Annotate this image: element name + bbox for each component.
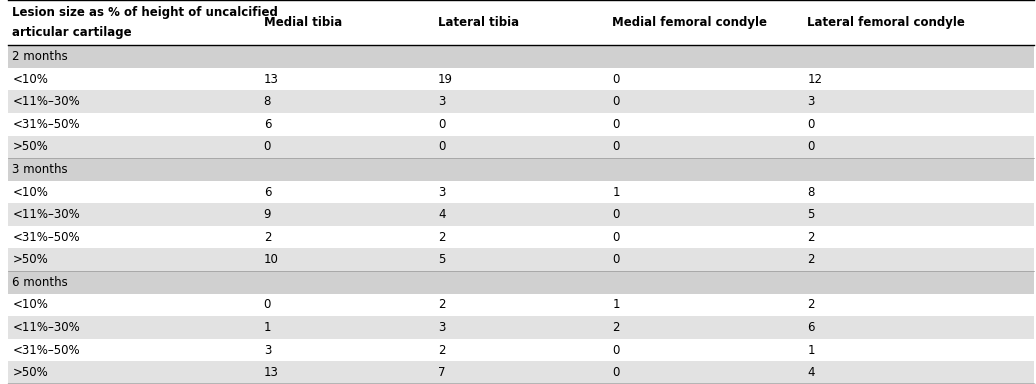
Bar bbox=[8, 158, 1034, 181]
Text: 1: 1 bbox=[612, 298, 620, 311]
Text: 5: 5 bbox=[807, 208, 814, 221]
Bar bbox=[8, 271, 1034, 294]
Bar bbox=[8, 0, 1034, 45]
Text: 6: 6 bbox=[264, 118, 271, 131]
Text: 3 months: 3 months bbox=[12, 163, 68, 176]
Text: 10: 10 bbox=[264, 253, 279, 266]
Text: 0: 0 bbox=[438, 118, 445, 131]
Text: 3: 3 bbox=[438, 185, 445, 199]
Text: 2: 2 bbox=[807, 298, 814, 311]
Text: <11%–30%: <11%–30% bbox=[12, 95, 80, 108]
Text: 13: 13 bbox=[264, 73, 279, 86]
Text: articular cartilage: articular cartilage bbox=[12, 26, 132, 39]
Text: 2: 2 bbox=[438, 298, 445, 311]
Text: 1: 1 bbox=[264, 321, 271, 334]
Text: 0: 0 bbox=[612, 366, 620, 379]
Text: 5: 5 bbox=[438, 253, 445, 266]
Text: <10%: <10% bbox=[12, 185, 49, 199]
Text: 2: 2 bbox=[438, 231, 445, 244]
Text: 12: 12 bbox=[807, 73, 823, 86]
Bar bbox=[8, 90, 1034, 113]
Bar bbox=[8, 113, 1034, 136]
Text: 0: 0 bbox=[612, 344, 620, 357]
Bar bbox=[8, 339, 1034, 361]
Bar bbox=[8, 203, 1034, 226]
Text: <31%–50%: <31%–50% bbox=[12, 344, 80, 357]
Text: 13: 13 bbox=[264, 366, 279, 379]
Text: <10%: <10% bbox=[12, 298, 49, 311]
Text: 2: 2 bbox=[612, 321, 620, 334]
Text: 0: 0 bbox=[612, 208, 620, 221]
Text: 6: 6 bbox=[264, 185, 271, 199]
Text: 2 months: 2 months bbox=[12, 50, 68, 63]
Text: Medial tibia: Medial tibia bbox=[264, 16, 342, 29]
Text: Lesion size as % of height of uncalcified: Lesion size as % of height of uncalcifie… bbox=[12, 6, 279, 19]
Text: 3: 3 bbox=[807, 95, 814, 108]
Text: 0: 0 bbox=[807, 118, 814, 131]
Text: 7: 7 bbox=[438, 366, 445, 379]
Text: 6: 6 bbox=[807, 321, 814, 334]
Text: 0: 0 bbox=[612, 118, 620, 131]
Bar bbox=[8, 361, 1034, 384]
Text: 0: 0 bbox=[807, 140, 814, 153]
Text: 0: 0 bbox=[264, 140, 271, 153]
Bar bbox=[8, 68, 1034, 90]
Bar bbox=[8, 294, 1034, 316]
Text: 0: 0 bbox=[612, 73, 620, 86]
Text: 8: 8 bbox=[807, 185, 814, 199]
Text: 0: 0 bbox=[612, 95, 620, 108]
Bar bbox=[8, 45, 1034, 68]
Bar bbox=[8, 226, 1034, 248]
Text: <11%–30%: <11%–30% bbox=[12, 321, 80, 334]
Text: 1: 1 bbox=[612, 185, 620, 199]
Text: 6 months: 6 months bbox=[12, 276, 68, 289]
Text: 2: 2 bbox=[807, 231, 814, 244]
Text: Lateral tibia: Lateral tibia bbox=[438, 16, 519, 29]
Text: 3: 3 bbox=[438, 95, 445, 108]
Text: 0: 0 bbox=[438, 140, 445, 153]
Text: 0: 0 bbox=[612, 231, 620, 244]
Text: 19: 19 bbox=[438, 73, 453, 86]
Text: 0: 0 bbox=[264, 298, 271, 311]
Text: 3: 3 bbox=[438, 321, 445, 334]
Text: <10%: <10% bbox=[12, 73, 49, 86]
Text: <11%–30%: <11%–30% bbox=[12, 208, 80, 221]
Bar bbox=[8, 248, 1034, 271]
Text: 2: 2 bbox=[807, 253, 814, 266]
Text: 4: 4 bbox=[807, 366, 814, 379]
Text: 2: 2 bbox=[264, 231, 271, 244]
Text: >50%: >50% bbox=[12, 366, 49, 379]
Text: 3: 3 bbox=[264, 344, 271, 357]
Text: 0: 0 bbox=[612, 253, 620, 266]
Text: <31%–50%: <31%–50% bbox=[12, 231, 80, 244]
Text: 9: 9 bbox=[264, 208, 271, 221]
Text: 8: 8 bbox=[264, 95, 271, 108]
Text: Lateral femoral condyle: Lateral femoral condyle bbox=[807, 16, 966, 29]
Text: 0: 0 bbox=[612, 140, 620, 153]
Bar bbox=[8, 136, 1034, 158]
Text: 4: 4 bbox=[438, 208, 445, 221]
Text: >50%: >50% bbox=[12, 140, 49, 153]
Text: >50%: >50% bbox=[12, 253, 49, 266]
Bar bbox=[8, 181, 1034, 203]
Text: 2: 2 bbox=[438, 344, 445, 357]
Text: 1: 1 bbox=[807, 344, 814, 357]
Text: <31%–50%: <31%–50% bbox=[12, 118, 80, 131]
Text: Medial femoral condyle: Medial femoral condyle bbox=[612, 16, 768, 29]
Bar bbox=[8, 316, 1034, 339]
